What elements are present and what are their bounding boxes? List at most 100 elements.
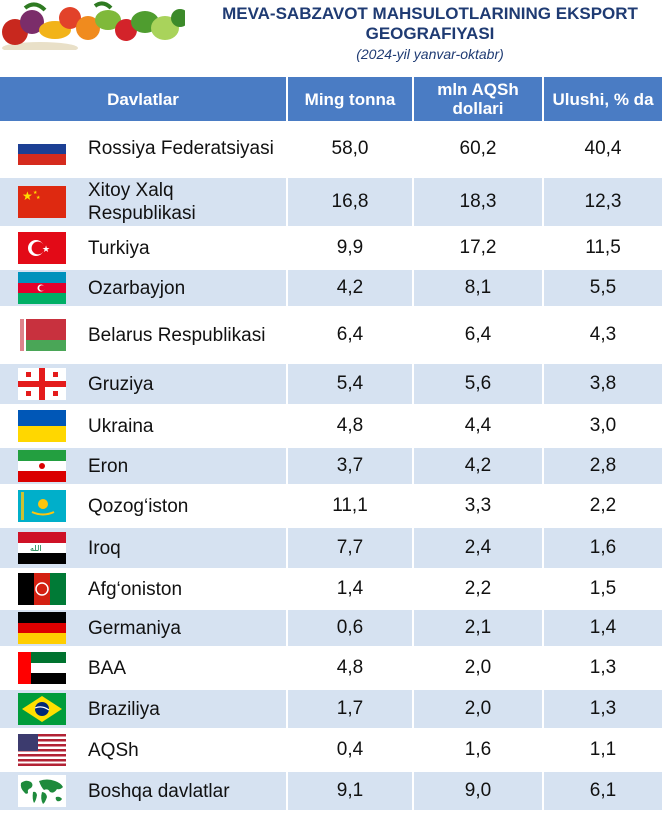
usd-cell: 5,6 bbox=[413, 363, 543, 405]
svg-text:★: ★ bbox=[42, 245, 50, 255]
uae-flag-icon bbox=[18, 652, 66, 684]
tonnes-cell: 6,4 bbox=[287, 307, 413, 363]
usa-flag-icon bbox=[18, 734, 66, 766]
table-row: Germaniya 0,6 2,1 1,4 bbox=[0, 609, 662, 647]
tonnes-cell: 4,8 bbox=[287, 647, 413, 689]
georgia-flag-icon bbox=[18, 368, 66, 400]
share-cell: 2,8 bbox=[543, 447, 662, 485]
table-row: Ozarbayjon 4,2 8,1 5,5 bbox=[0, 269, 662, 307]
svg-text:★: ★ bbox=[36, 195, 41, 201]
country-name: Rossiya Federatsiyasi bbox=[88, 137, 274, 160]
table-row: BAA 4,8 2,0 1,3 bbox=[0, 647, 662, 689]
usd-cell: 6,4 bbox=[413, 307, 543, 363]
table-row: Gruziya 5,4 5,6 3,8 bbox=[0, 363, 662, 405]
share-cell: 1,3 bbox=[543, 647, 662, 689]
share-cell: 1,5 bbox=[543, 569, 662, 609]
share-cell: 11,5 bbox=[543, 227, 662, 269]
table-row: Belarus Respublikasi 6,4 6,4 4,3 bbox=[0, 307, 662, 363]
share-cell: 3,8 bbox=[543, 363, 662, 405]
country-name: BAA bbox=[88, 657, 126, 680]
share-cell: 5,5 bbox=[543, 269, 662, 307]
tonnes-cell: 7,7 bbox=[287, 527, 413, 569]
belarus-flag-icon bbox=[18, 319, 66, 351]
tonnes-cell: 1,7 bbox=[287, 689, 413, 729]
fruits-vegetables-image bbox=[0, 0, 185, 50]
usd-cell: 8,1 bbox=[413, 269, 543, 307]
country-name: Germaniya bbox=[88, 617, 181, 640]
country-cell: Belarus Respublikasi bbox=[0, 307, 287, 363]
country-name: Belarus Respublikasi bbox=[88, 324, 265, 347]
usd-cell: 2,0 bbox=[413, 689, 543, 729]
table-row: Eron 3,7 4,2 2,8 bbox=[0, 447, 662, 485]
page-subtitle: (2024-yil yanvar-oktabr) bbox=[210, 46, 650, 62]
tonnes-cell: 5,4 bbox=[287, 363, 413, 405]
share-cell: 1,6 bbox=[543, 527, 662, 569]
country-cell: ★ Turkiya bbox=[0, 227, 287, 269]
svg-text:الله: الله bbox=[30, 544, 42, 553]
usd-cell: 18,3 bbox=[413, 177, 543, 227]
share-cell: 1,1 bbox=[543, 729, 662, 771]
country-cell: Eron bbox=[0, 447, 287, 485]
share-cell: 4,3 bbox=[543, 307, 662, 363]
share-cell: 1,4 bbox=[543, 609, 662, 647]
table-row: Rossiya Federatsiyasi 58,0 60,2 40,4 bbox=[0, 121, 662, 177]
table-row: Qozog‘iston 11,1 3,3 2,2 bbox=[0, 485, 662, 527]
country-cell: Ukraina bbox=[0, 405, 287, 447]
share-cell: 6,1 bbox=[543, 771, 662, 811]
tonnes-cell: 3,7 bbox=[287, 447, 413, 485]
tonnes-cell: 0,6 bbox=[287, 609, 413, 647]
country-name: Turkiya bbox=[88, 237, 150, 260]
svg-text:★: ★ bbox=[22, 189, 33, 203]
china-flag-icon: ★ ★★ bbox=[18, 186, 66, 218]
country-cell: Afg‘oniston bbox=[0, 569, 287, 609]
iran-flag-icon bbox=[18, 450, 66, 482]
country-name: AQSh bbox=[88, 739, 139, 762]
brazil-flag-icon bbox=[18, 693, 66, 725]
country-cell: Ozarbayjon bbox=[0, 269, 287, 307]
share-cell: 3,0 bbox=[543, 405, 662, 447]
table-row: ★ Turkiya 9,9 17,2 11,5 bbox=[0, 227, 662, 269]
country-name: Gruziya bbox=[88, 373, 153, 396]
russia-flag-icon bbox=[18, 133, 66, 165]
tonnes-cell: 4,2 bbox=[287, 269, 413, 307]
country-cell: الله Iroq bbox=[0, 527, 287, 569]
country-cell: Qozog‘iston bbox=[0, 485, 287, 527]
table-row: Boshqa davlatlar 9,1 9,0 6,1 bbox=[0, 771, 662, 811]
usd-cell: 3,3 bbox=[413, 485, 543, 527]
page-header: MEVA-SABZAVOT MAHSULOTLARINING EKSPORT G… bbox=[0, 0, 662, 78]
tonnes-cell: 16,8 bbox=[287, 177, 413, 227]
table-row: ★ ★ ★ Xitoy Xalq Respublikasi 16,8 18,3 12,3 bbox=[0, 177, 662, 227]
country-name: Afg‘oniston bbox=[88, 578, 182, 601]
tonnes-cell: 58,0 bbox=[287, 121, 413, 177]
tonnes-cell: 4,8 bbox=[287, 405, 413, 447]
country-name: Xitoy Xalq Respublikasi bbox=[88, 179, 286, 225]
ukraine-flag-icon bbox=[18, 410, 66, 442]
kazakhstan-flag-icon bbox=[18, 490, 66, 522]
tonnes-cell: 1,4 bbox=[287, 569, 413, 609]
country-cell: AQSh bbox=[0, 729, 287, 771]
country-name: Qozog‘iston bbox=[88, 495, 188, 518]
share-cell: 1,3 bbox=[543, 689, 662, 729]
table-row: Braziliya 1,7 2,0 1,3 bbox=[0, 689, 662, 729]
iraq-flag-icon: الله bbox=[18, 532, 66, 564]
tonnes-cell: 9,9 bbox=[287, 227, 413, 269]
col-header-thousand-tonnes: Ming tonna bbox=[287, 77, 413, 121]
tonnes-cell: 11,1 bbox=[287, 485, 413, 527]
usd-cell: 1,6 bbox=[413, 729, 543, 771]
country-cell: Gruziya bbox=[0, 363, 287, 405]
usd-cell: 2,0 bbox=[413, 647, 543, 689]
country-cell: Braziliya bbox=[0, 689, 287, 729]
table-row: AQSh 0,4 1,6 1,1 bbox=[0, 729, 662, 771]
country-name: Braziliya bbox=[88, 698, 160, 721]
col-header-share: Ulushi, % da bbox=[543, 77, 662, 121]
col-header-mln-usd: mln AQSh dollari bbox=[413, 77, 543, 121]
usd-cell: 9,0 bbox=[413, 771, 543, 811]
country-name: Boshqa davlatlar bbox=[88, 780, 230, 803]
tonnes-cell: 0,4 bbox=[287, 729, 413, 771]
country-cell: Rossiya Federatsiyasi bbox=[0, 121, 287, 177]
table-body: Rossiya Federatsiyasi 58,0 60,2 40,4 ★ ★ ★ Xito… bbox=[0, 121, 662, 811]
share-cell: 12,3 bbox=[543, 177, 662, 227]
turkey-flag-icon: ★ bbox=[18, 232, 66, 264]
col-header-countries: Davlatlar bbox=[0, 77, 287, 121]
country-name: Iroq bbox=[88, 537, 121, 560]
